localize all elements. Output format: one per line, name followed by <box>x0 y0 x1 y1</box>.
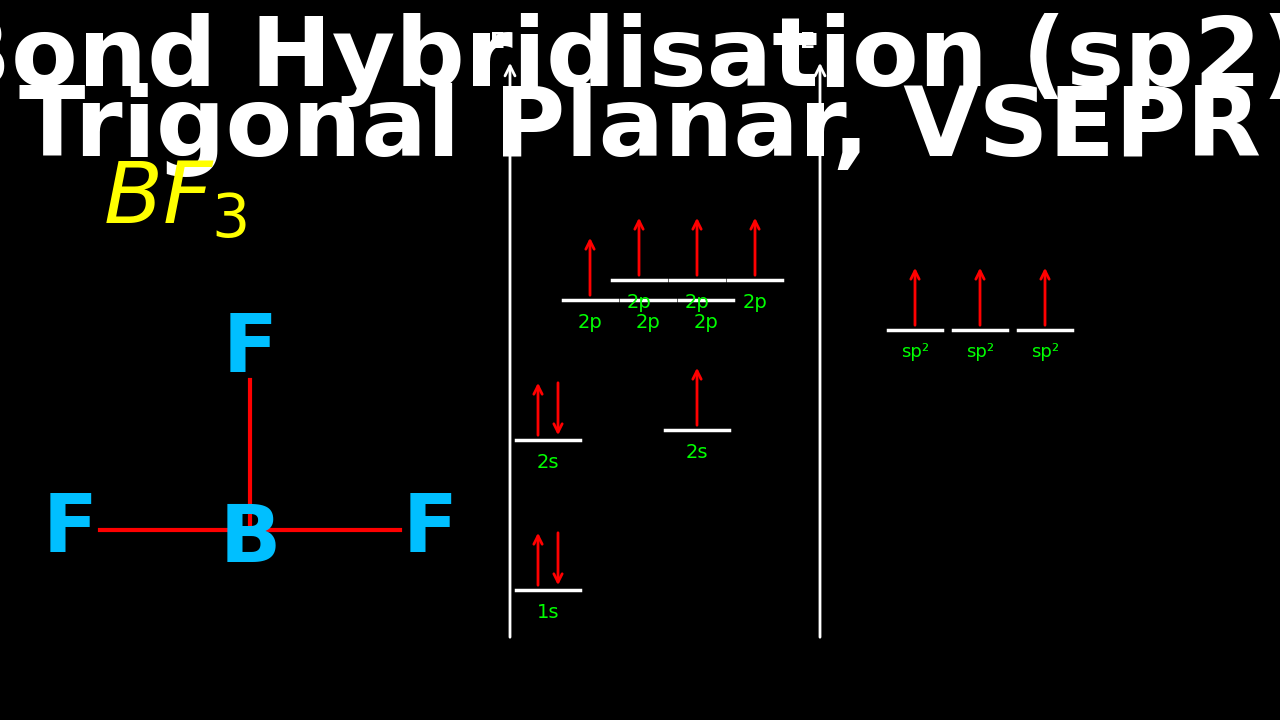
Text: sp²: sp² <box>901 343 929 361</box>
Text: F: F <box>42 491 97 569</box>
Text: $\mathit{BF_3}$: $\mathit{BF_3}$ <box>102 158 247 241</box>
Text: F: F <box>402 491 457 569</box>
Text: E: E <box>490 32 506 52</box>
Text: B: B <box>219 501 280 579</box>
Text: 1s: 1s <box>536 603 559 621</box>
Text: 2p: 2p <box>685 292 709 312</box>
Text: 2s: 2s <box>686 443 708 462</box>
Text: 2s: 2s <box>536 452 559 472</box>
Text: F: F <box>223 311 278 389</box>
Text: E: E <box>800 32 815 52</box>
Text: sp²: sp² <box>966 343 995 361</box>
Text: 2p: 2p <box>577 312 603 331</box>
Text: 2p: 2p <box>627 292 652 312</box>
Text: 2p: 2p <box>636 312 660 331</box>
Text: Trigonal Planar, VSEPR: Trigonal Planar, VSEPR <box>19 83 1261 177</box>
Text: sp²: sp² <box>1030 343 1059 361</box>
Text: 2p: 2p <box>694 312 718 331</box>
Text: Bond Hybridisation (sp2),: Bond Hybridisation (sp2), <box>0 13 1280 107</box>
Text: 2p: 2p <box>742 292 768 312</box>
